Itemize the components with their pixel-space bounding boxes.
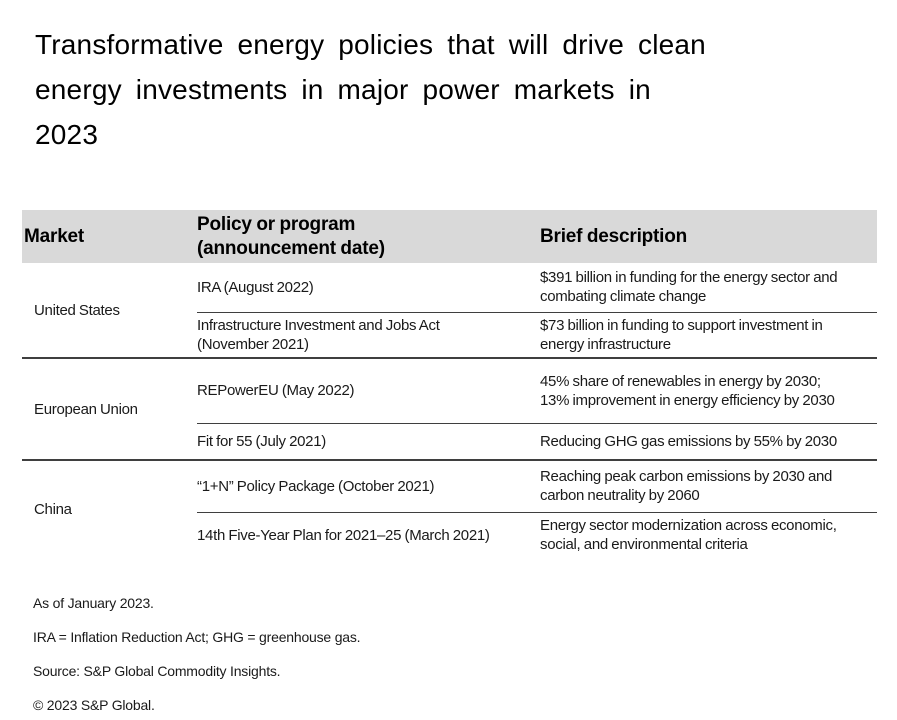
footnotes: As of January 2023. IRA = Inflation Redu… <box>33 586 361 720</box>
description-cell: Reaching peak carbon emissions by 2030 a… <box>540 460 877 513</box>
description-cell: Energy sector modernization across econo… <box>540 517 837 554</box>
market-cell-united-states: United States <box>22 263 197 359</box>
table-row: China “1+N” Policy Package (October 2021… <box>22 460 877 518</box>
policy-cell: 14th Five-Year Plan for 2021–25 (March 2… <box>197 526 490 544</box>
column-header-market: Market <box>22 210 197 263</box>
table-row: European Union REPowerEU (May 2022) 45% … <box>22 358 877 461</box>
footnote-copyright: © 2023 S&P Global. <box>33 697 155 713</box>
policy-cell: REPowerEU (May 2022) <box>197 358 540 424</box>
footnote-source: Source: S&P Global Commodity Insights. <box>33 663 281 679</box>
policy-table: Market Policy or program (announcement d… <box>22 210 877 558</box>
column-header-policy: Policy or program (announcement date) <box>197 210 540 263</box>
table-row: United States IRA (August 2022) $391 bil… <box>22 263 877 359</box>
description-cell: $391 billion in funding for the energy s… <box>540 263 877 313</box>
market-cell-european-union: European Union <box>22 358 197 461</box>
table-row: Infrastructure Investment and Jobs Act (… <box>22 312 877 359</box>
description-cell: $73 billion in funding to support invest… <box>540 312 877 359</box>
description-cell: Reducing GHG gas emissions by 55% by 203… <box>540 423 877 461</box>
page-title: Transformative energy policies that will… <box>35 29 706 150</box>
policy-cell: IRA (August 2022) <box>197 263 540 313</box>
table-row: 14th Five-Year Plan for 2021–25 (March 2… <box>22 512 877 558</box>
policy-cell: Fit for 55 (July 2021) <box>197 423 540 461</box>
table-row: Fit for 55 (July 2021) Reducing GHG gas … <box>22 423 877 461</box>
column-header-description: Brief description <box>540 210 877 263</box>
policy-cell: “1+N” Policy Package (October 2021) <box>197 460 540 513</box>
description-cell: 45% share of renewables in energy by 203… <box>540 358 877 424</box>
table-header-row: Market Policy or program (announcement d… <box>22 210 877 263</box>
footnote-as-of: As of January 2023. <box>33 595 154 611</box>
market-cell-china: China <box>34 501 72 518</box>
policy-cell: Infrastructure Investment and Jobs Act (… <box>197 312 540 359</box>
footnote-abbreviations: IRA = Inflation Reduction Act; GHG = gre… <box>33 629 361 645</box>
